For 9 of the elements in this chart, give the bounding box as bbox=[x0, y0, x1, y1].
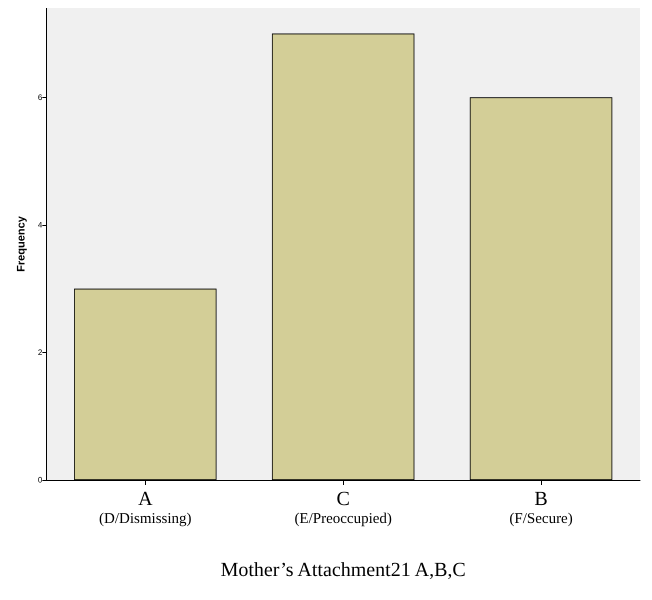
x-tick-label: C (E/Preoccupied) bbox=[294, 488, 392, 527]
y-tick-label: 0 bbox=[38, 476, 43, 484]
x-axis-title: Mother’s Attachment21 A,B,C bbox=[220, 559, 466, 581]
y-tick-label: 4 bbox=[38, 220, 43, 230]
y-tick-label: 2 bbox=[38, 348, 43, 357]
x-tick-label: B (F/Secure) bbox=[509, 488, 573, 527]
x-tick-label: A (D/Dismissing) bbox=[99, 488, 192, 527]
y-tick-label: 6 bbox=[38, 92, 43, 102]
y-axis-title: Frequency bbox=[16, 215, 28, 272]
